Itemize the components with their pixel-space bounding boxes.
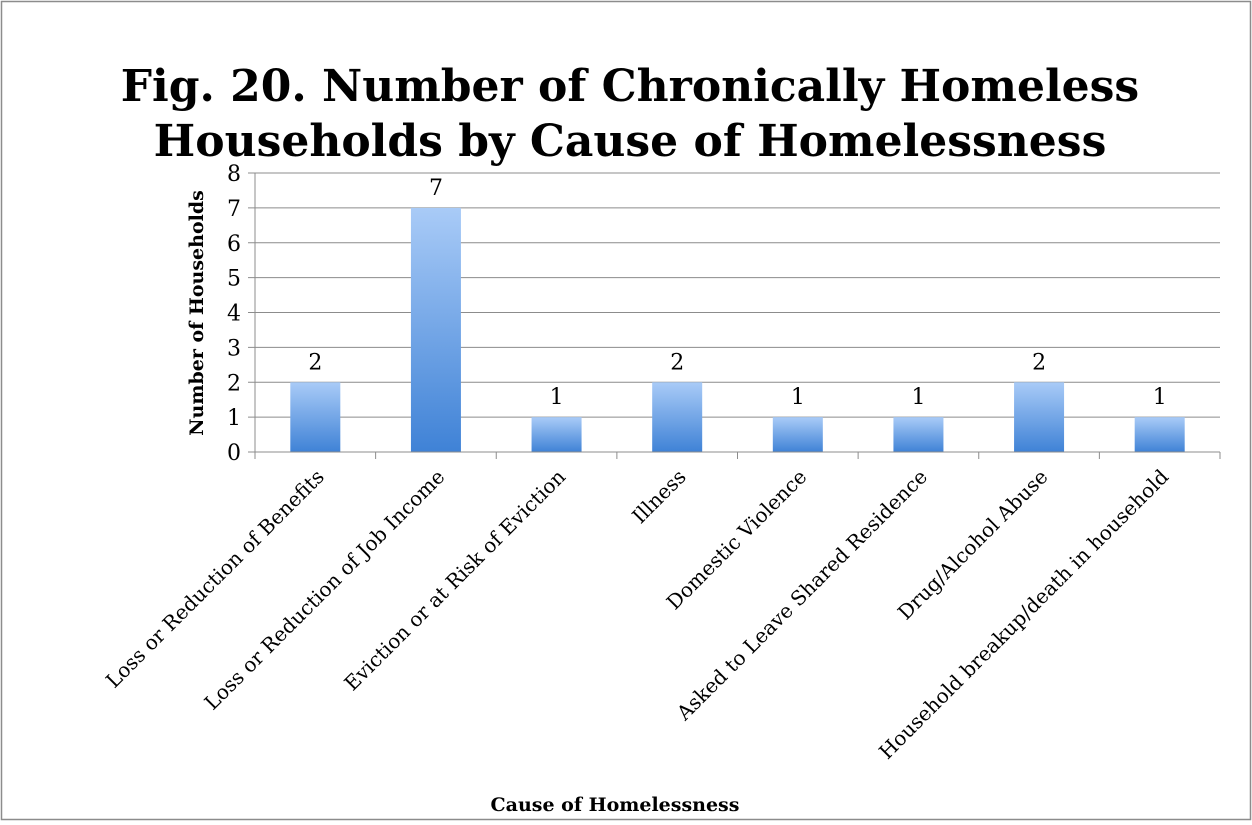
y-tick-label: 1: [227, 406, 241, 431]
y-axis-title: Number of Households: [186, 190, 208, 436]
bar: [652, 382, 703, 452]
bar: [410, 207, 461, 452]
bar: [290, 382, 341, 452]
data-label: 1: [550, 385, 564, 410]
data-label: 7: [429, 176, 443, 201]
data-label: 2: [308, 350, 322, 375]
data-label: 1: [911, 385, 925, 410]
chart-title-line-2: Households by Cause of Homelessness: [154, 116, 1107, 167]
data-label: 2: [1032, 350, 1046, 375]
chart-title-line-1: Fig. 20. Number of Chronically Homeless: [121, 61, 1139, 112]
y-tick-label: 7: [227, 197, 241, 222]
data-label: 2: [670, 350, 684, 375]
bars: [290, 207, 1185, 452]
y-tick-label: 0: [227, 441, 241, 466]
y-tick-label: 2: [227, 371, 241, 396]
y-tick-label: 3: [227, 336, 241, 361]
y-tick-labels: 0 1 2 3 4 5 6 7 8: [227, 162, 241, 466]
axes: [248, 172, 1221, 459]
y-tick-label: 6: [227, 232, 241, 257]
bar: [1014, 382, 1065, 452]
bar: [893, 417, 944, 452]
bar: [1134, 417, 1185, 452]
y-tick-label: 5: [227, 267, 241, 292]
y-tick-label: 8: [227, 162, 241, 187]
bar: [531, 417, 582, 452]
bar: [772, 417, 823, 452]
data-label: 1: [1153, 385, 1167, 410]
data-label: 1: [791, 385, 805, 410]
y-tick-label: 4: [227, 302, 241, 327]
x-axis-title: Cause of Homelessness: [491, 794, 740, 816]
